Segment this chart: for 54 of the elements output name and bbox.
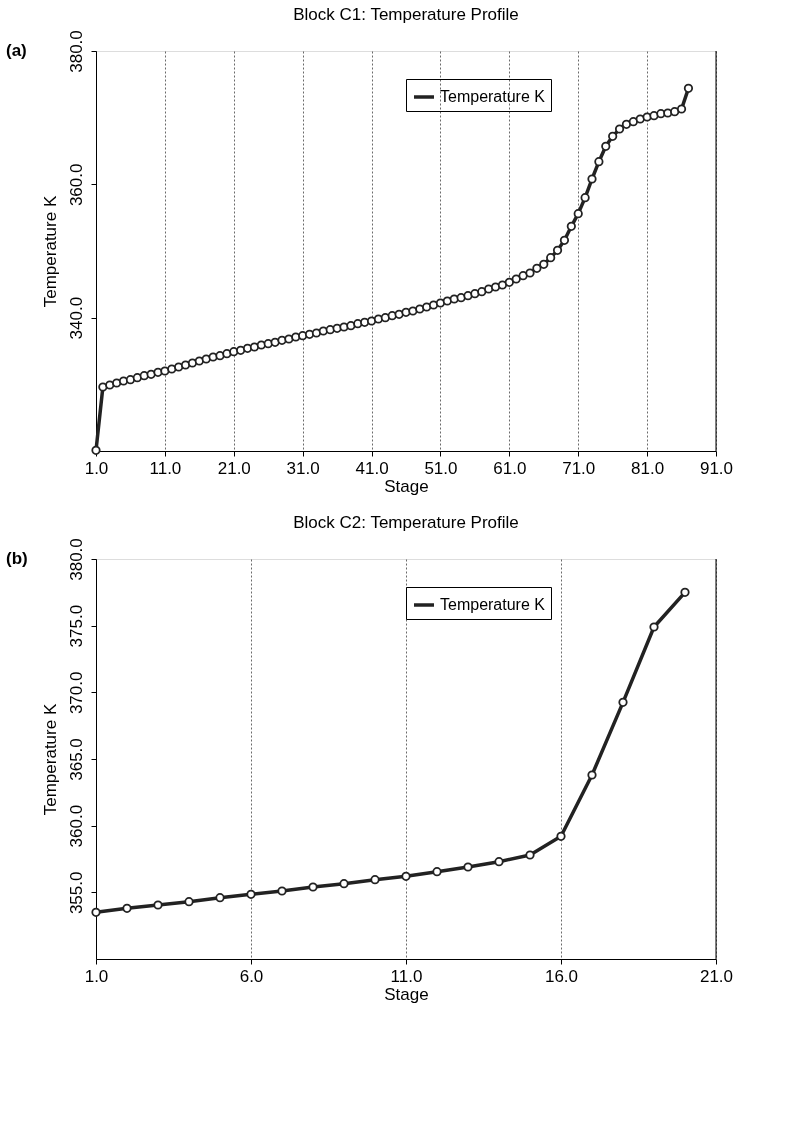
x-tick-label: 81.0 — [631, 458, 665, 478]
point — [246, 889, 256, 899]
y-tick-label: 355.0 — [66, 871, 86, 915]
point — [308, 882, 318, 892]
x-axis-title: Stage — [384, 476, 429, 496]
point — [91, 907, 101, 917]
y-tick-label: 370.0 — [66, 671, 86, 715]
point — [556, 831, 566, 841]
x-tick-label: 31.0 — [286, 458, 320, 478]
point — [432, 867, 442, 877]
point — [184, 897, 194, 907]
chart-title: Block C2: Temperature Profile — [293, 512, 519, 532]
x-tick-label: 21.0 — [217, 458, 251, 478]
y-axis-title: Temperature K — [40, 195, 60, 308]
point — [587, 770, 597, 780]
x-tick-label: 91.0 — [699, 458, 734, 478]
x-tick-label: 41.0 — [355, 458, 389, 478]
y-tick-label: 380.0 — [66, 538, 86, 581]
point — [525, 850, 535, 860]
point — [463, 862, 473, 872]
point — [339, 879, 349, 889]
x-tick-label: 1.0 — [84, 966, 109, 986]
point — [122, 903, 132, 913]
point — [494, 857, 504, 867]
y-tick-label: 360.0 — [66, 163, 86, 207]
point — [153, 900, 163, 910]
text: (a) — [6, 41, 27, 60]
point — [215, 893, 225, 903]
chart-title: Block C1: Temperature Profile — [293, 4, 519, 24]
legend-label: Temperature K — [440, 596, 546, 613]
y-tick-label: 340.0 — [66, 296, 86, 340]
y-tick-label: 375.0 — [66, 604, 86, 648]
point — [277, 886, 287, 896]
x-tick-label: 11.0 — [390, 966, 423, 986]
x-tick-label: 51.0 — [424, 458, 458, 478]
x-tick-label: 61.0 — [493, 458, 527, 478]
x-tick-label: 11.0 — [149, 458, 182, 478]
x-tick-label: 21.0 — [699, 966, 734, 986]
y-tick-label: 380.0 — [66, 30, 86, 73]
x-axis-title: Stage — [384, 984, 429, 1004]
x-tick-label: 71.0 — [562, 458, 596, 478]
point — [401, 871, 411, 881]
point — [680, 587, 690, 597]
text: (b) — [6, 549, 28, 568]
point — [649, 622, 659, 632]
x-tick-label: 6.0 — [239, 966, 264, 986]
y-tick-label: 360.0 — [66, 804, 86, 848]
x-tick-label: 16.0 — [544, 966, 579, 986]
x-tick-label: 1.0 — [84, 458, 109, 478]
point — [618, 697, 628, 707]
y-tick-label: 365.0 — [66, 738, 86, 781]
point — [370, 875, 380, 885]
y-axis-title: Temperature K — [40, 703, 60, 816]
legend-label: Temperature K — [440, 88, 546, 105]
